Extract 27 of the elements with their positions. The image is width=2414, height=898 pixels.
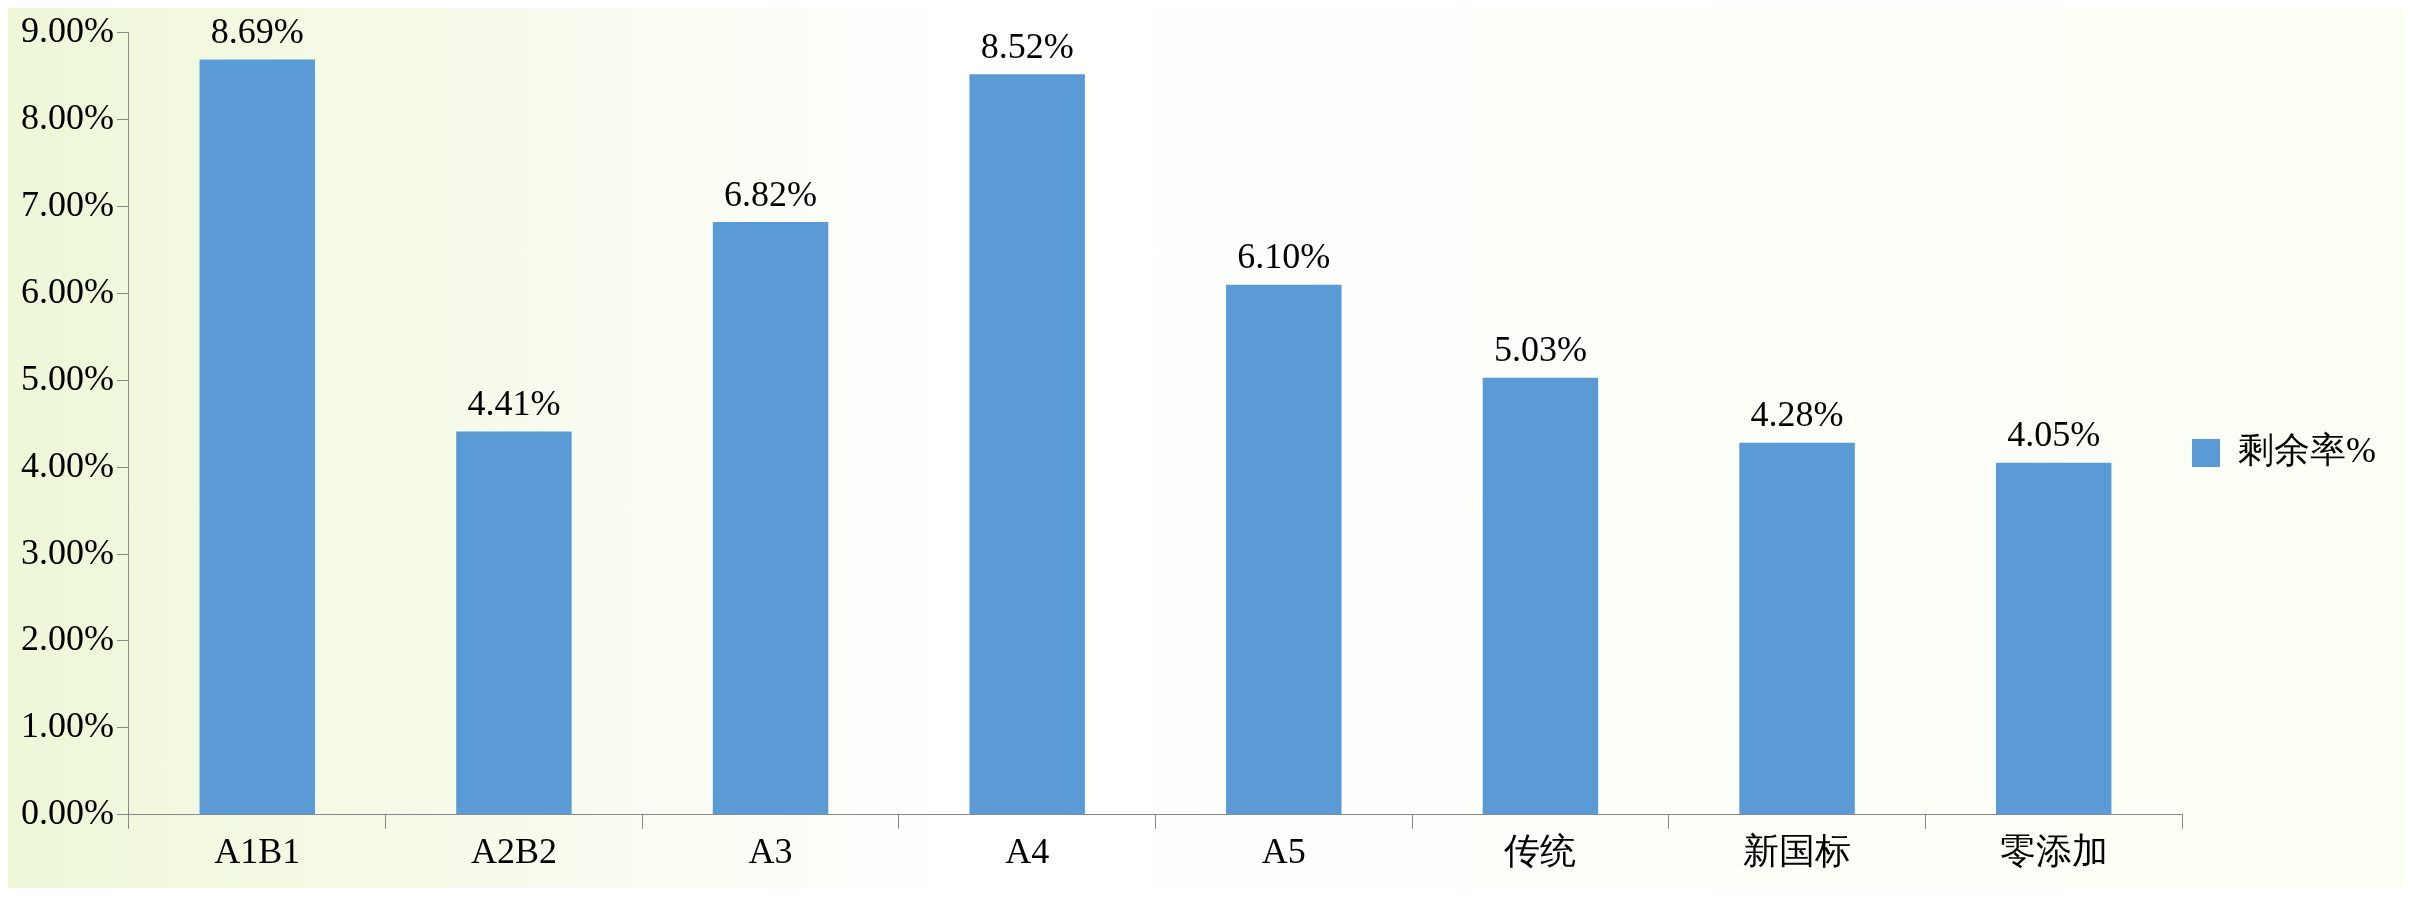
x-tick-label: A5: [1261, 830, 1306, 871]
y-tick-label: 3.00%: [20, 531, 114, 572]
x-tick-label: A2B2: [470, 830, 557, 871]
y-tick-label: 7.00%: [20, 183, 114, 224]
data-label: 8.52%: [980, 25, 1074, 66]
data-label: 4.05%: [2007, 414, 2101, 455]
y-tick-label: 4.00%: [20, 444, 114, 485]
y-tick-label: 0.00%: [20, 792, 114, 833]
y-tick-label: 6.00%: [20, 270, 114, 311]
x-tick-label: A3: [748, 830, 793, 871]
x-tick-label: A1B1: [214, 830, 301, 871]
data-label: 4.41%: [467, 382, 561, 423]
data-label: 8.69%: [210, 11, 304, 51]
x-tick-label: A4: [1005, 830, 1050, 871]
data-label: 4.28%: [1750, 394, 1844, 435]
data-label: 6.82%: [724, 173, 818, 214]
data-label: 6.10%: [1237, 236, 1331, 277]
y-tick-label: 8.00%: [20, 96, 114, 137]
legend-label: 剩余率%: [2238, 430, 2377, 471]
y-tick-label: 9.00%: [20, 10, 114, 51]
y-tick-label: 1.00%: [20, 705, 114, 746]
x-tick-label: 传统: [1504, 830, 1577, 871]
x-tick-label: 零添加: [1999, 830, 2108, 871]
y-tick-label: 5.00%: [20, 357, 114, 398]
data-label: 5.03%: [1493, 329, 1587, 370]
x-tick-label: 新国标: [1743, 830, 1852, 871]
y-tick-label: 2.00%: [20, 618, 114, 659]
